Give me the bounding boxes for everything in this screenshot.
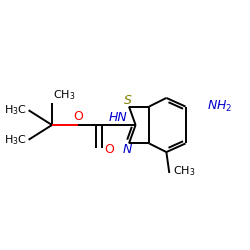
Bar xyxy=(106,146,112,152)
Text: NH$_2$: NH$_2$ xyxy=(207,99,233,114)
Bar xyxy=(113,115,122,120)
Text: N: N xyxy=(123,143,132,156)
Text: CH$_3$: CH$_3$ xyxy=(173,164,196,178)
Text: O: O xyxy=(73,110,83,124)
Bar xyxy=(75,114,81,119)
Bar xyxy=(125,98,130,103)
Text: HN: HN xyxy=(108,111,127,124)
Bar xyxy=(125,147,130,152)
Text: O: O xyxy=(104,142,114,156)
Text: S: S xyxy=(124,94,132,107)
Text: H$_3$C: H$_3$C xyxy=(4,103,27,117)
Text: H$_3$C: H$_3$C xyxy=(4,133,27,147)
Text: CH$_3$: CH$_3$ xyxy=(53,88,76,102)
